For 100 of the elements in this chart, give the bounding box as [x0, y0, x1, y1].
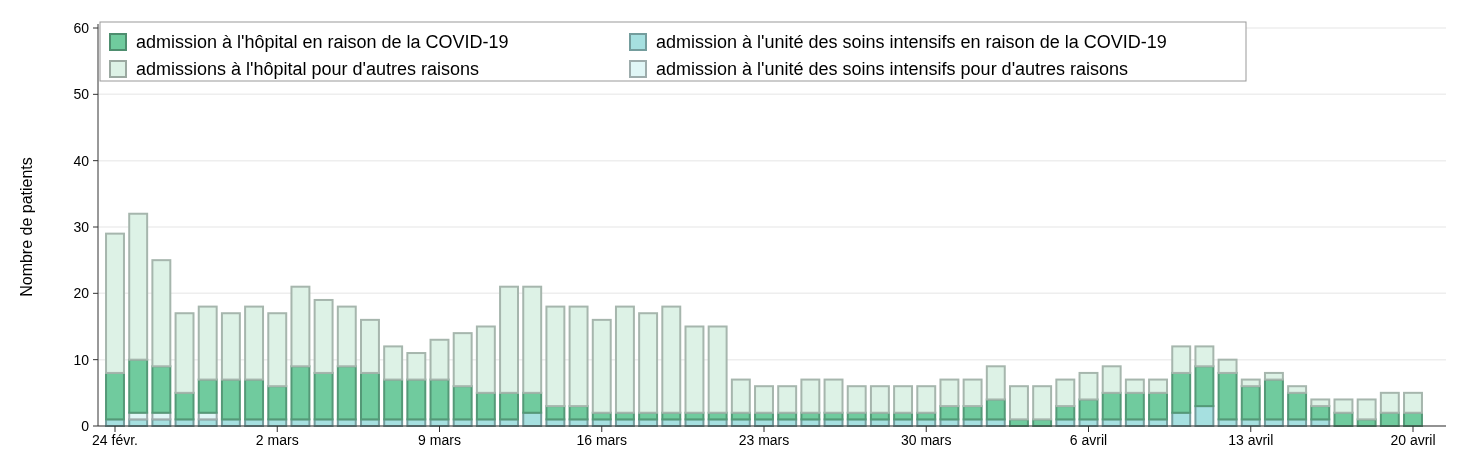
bar: [429, 338, 450, 381]
bar: [406, 378, 427, 421]
bar: [1217, 358, 1238, 374]
bar: [105, 232, 125, 374]
bar: [336, 305, 357, 368]
bar: [452, 385, 473, 421]
bar: [1263, 378, 1284, 421]
y-tick-label: 10: [73, 351, 90, 368]
bar: [568, 305, 589, 408]
y-tick-label: 20: [73, 285, 90, 302]
bar: [313, 371, 334, 421]
bar: [661, 305, 682, 414]
bar: [475, 325, 496, 394]
bar: [638, 312, 659, 414]
bar: [128, 358, 149, 414]
y-tick-label: 40: [73, 152, 90, 169]
bar: [174, 312, 195, 394]
bar: [545, 305, 566, 408]
x-tick-label: 6 avril: [1069, 432, 1108, 448]
bar: [360, 318, 380, 374]
bar: [406, 352, 427, 381]
bar: [962, 378, 983, 408]
legend-label: admission à l'unité des soins intensifs pour d'autres raisons: [656, 59, 1129, 79]
bar: [846, 385, 867, 414]
bar: [1356, 398, 1377, 421]
bar: [267, 312, 288, 388]
y-tick-label: 0: [81, 417, 90, 434]
bar: [475, 391, 496, 421]
y-tick-label: 60: [73, 19, 90, 36]
bar: [244, 378, 265, 421]
bar: [707, 325, 728, 414]
bar: [1194, 365, 1215, 408]
bar: [1101, 391, 1122, 421]
bar: [869, 385, 890, 414]
bar: [1403, 391, 1423, 414]
bar: [151, 365, 172, 414]
bar: [1287, 385, 1308, 394]
legend-label: admission à l'hôpital en raison de la COVID-19: [136, 32, 509, 52]
legend-label: admissions à l'hôpital pour d'autres raisons: [136, 59, 480, 79]
bar: [244, 305, 265, 381]
bar: [1078, 371, 1099, 401]
bar: [1124, 378, 1145, 394]
bar: [336, 365, 357, 421]
bar: [499, 391, 519, 421]
y-tick-label: 30: [73, 218, 90, 235]
bar: [754, 385, 774, 414]
bar: [1124, 391, 1145, 421]
bar: [1263, 371, 1284, 381]
x-tick-label: 30 mars: [900, 432, 952, 448]
x-tick-label: 16 mars: [576, 432, 628, 448]
bar: [197, 305, 218, 381]
x-tick-label: 24 févr.: [92, 432, 138, 448]
bar: [985, 365, 1006, 401]
bar: [290, 365, 311, 421]
bar: [1055, 378, 1076, 408]
bar: [1194, 345, 1215, 368]
x-tick-label: 23 mars: [738, 432, 790, 448]
bar: [174, 391, 195, 421]
bar: [823, 378, 844, 414]
x-tick-label: 20 avril: [1390, 432, 1436, 448]
bar: [1171, 371, 1192, 414]
bar: [151, 259, 172, 368]
bar: [197, 378, 218, 414]
bar: [1217, 371, 1238, 421]
bar: [105, 371, 125, 421]
bar: [128, 212, 149, 361]
bar: [1171, 345, 1192, 374]
bar: [777, 385, 798, 414]
bar: [220, 378, 241, 421]
bar: [1009, 385, 1029, 421]
bar: [1310, 398, 1331, 408]
y-axis-title: Nombre de patients: [18, 157, 35, 297]
bar: [290, 285, 311, 368]
bar: [499, 285, 519, 394]
bar: [1287, 391, 1308, 421]
bar: [452, 332, 473, 388]
bar: [893, 385, 914, 414]
bar: [220, 312, 241, 381]
bar: [1032, 385, 1053, 421]
y-tick-label: 50: [73, 86, 90, 103]
bar: [1379, 391, 1400, 414]
bar: [383, 378, 404, 421]
x-tick-label: 13 avril: [1228, 432, 1274, 448]
bar: [684, 325, 705, 414]
bar: [522, 285, 543, 394]
bar: [730, 378, 751, 414]
bar: [360, 371, 380, 421]
bar: [267, 385, 288, 421]
bar: [1240, 385, 1261, 421]
bar: [383, 345, 404, 381]
legend-label: admission à l'unité des soins intensifs en raison de la COVID-19: [656, 32, 1167, 52]
bar: [939, 378, 960, 408]
bar: [522, 391, 543, 414]
bar: [1101, 365, 1122, 394]
bar: [1148, 378, 1168, 394]
bar: [800, 378, 821, 414]
bar: [985, 398, 1006, 421]
bar: [1333, 398, 1354, 414]
bar: [916, 385, 937, 414]
bar: [614, 305, 635, 414]
